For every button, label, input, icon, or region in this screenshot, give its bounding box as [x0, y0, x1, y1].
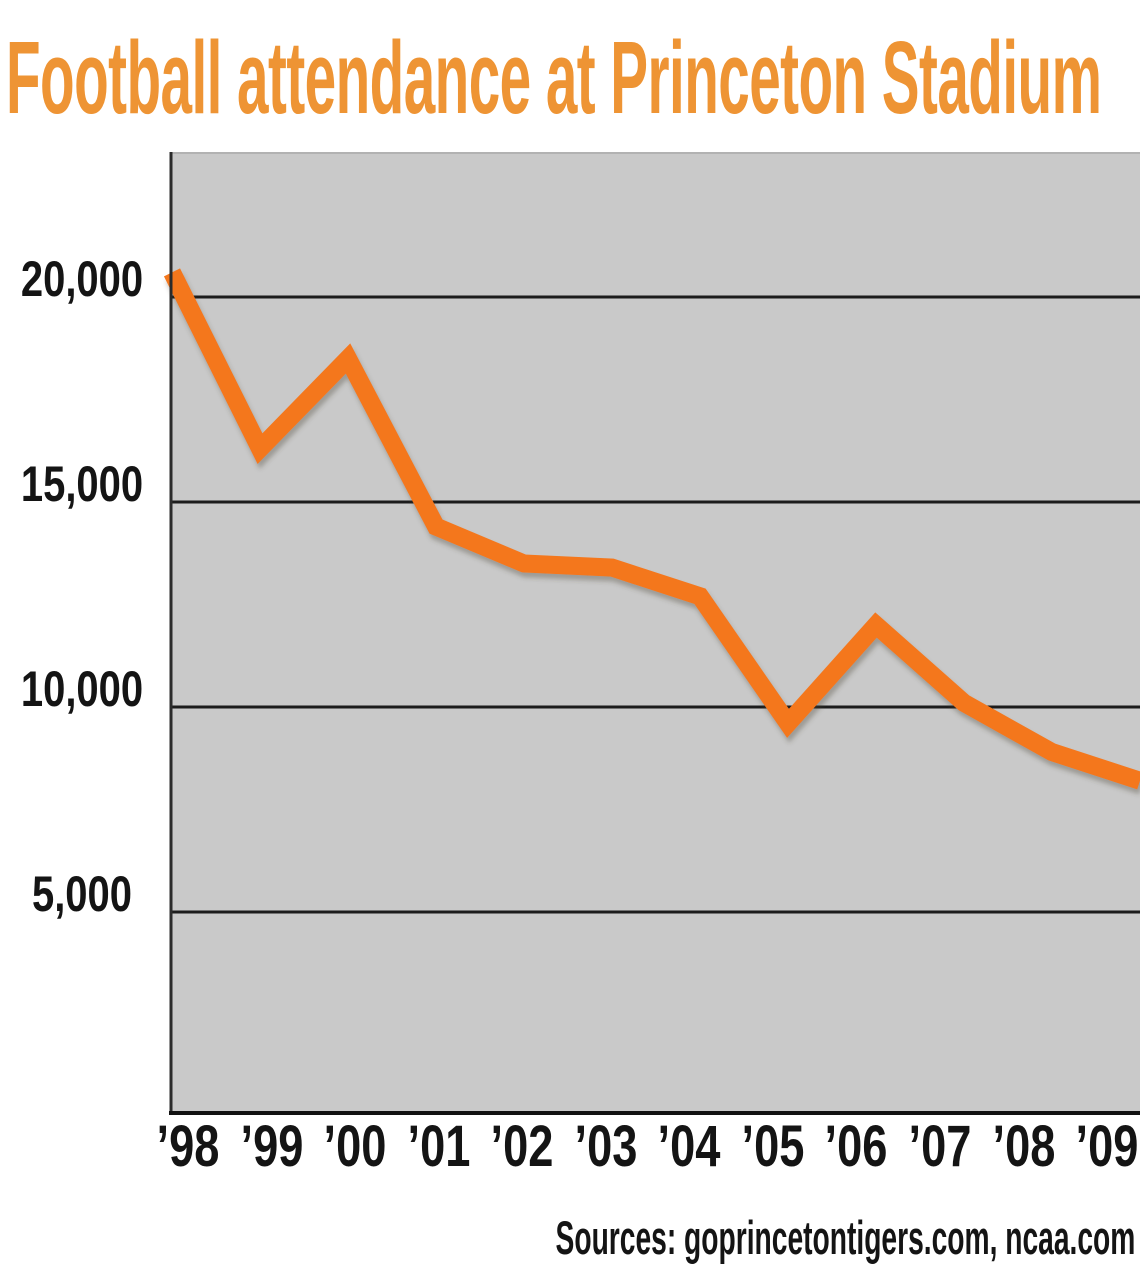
y-axis-tick-label: 10,000	[20, 661, 144, 717]
x-axis-tick-label: ’04	[657, 1114, 721, 1179]
plot-background	[170, 152, 1140, 1115]
y-axis-tick-label: 5,000	[31, 866, 133, 922]
x-axis-tick-label: ’03	[574, 1114, 638, 1179]
x-axis-tick-label: ’09	[1075, 1114, 1139, 1179]
x-axis-tick-label: ’07	[908, 1114, 972, 1179]
y-axis-tick-label: 20,000	[20, 251, 144, 307]
chart-title: Football attendance at Princeton Stadium	[6, 20, 1102, 135]
x-axis-tick-label: ’06	[824, 1114, 888, 1179]
x-axis-tick-label: ’08	[992, 1114, 1055, 1179]
x-axis-tick-label: ’98	[156, 1114, 220, 1179]
y-axis-tick-label: 15,000	[20, 456, 144, 512]
x-axis-tick-label: ’01	[407, 1114, 471, 1179]
x-axis-tick-label: ’99	[240, 1114, 303, 1179]
x-axis-tick-label: ’05	[741, 1114, 805, 1179]
x-axis-tick-label: ’00	[323, 1114, 387, 1179]
source-note: Sources: goprincetontigers.com, ncaa.com	[555, 1211, 1135, 1264]
attendance-line	[163, 268, 1140, 790]
x-axis-tick-label: ’02	[490, 1114, 554, 1179]
